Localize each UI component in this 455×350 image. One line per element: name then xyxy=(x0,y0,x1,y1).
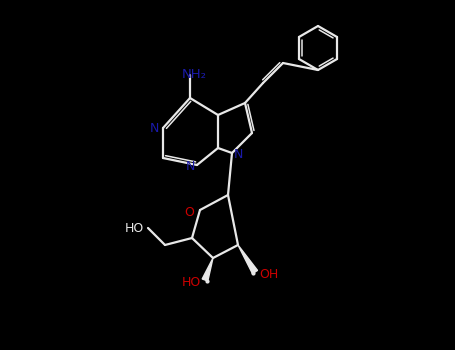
Text: HO: HO xyxy=(182,275,201,288)
Polygon shape xyxy=(202,258,213,281)
Text: N: N xyxy=(234,148,243,161)
Text: OH: OH xyxy=(259,267,278,280)
Polygon shape xyxy=(238,245,258,274)
Text: NH₂: NH₂ xyxy=(182,69,207,82)
Text: O: O xyxy=(184,205,194,218)
Text: N: N xyxy=(150,121,159,134)
Text: HO: HO xyxy=(125,222,144,235)
Text: N: N xyxy=(186,161,195,174)
